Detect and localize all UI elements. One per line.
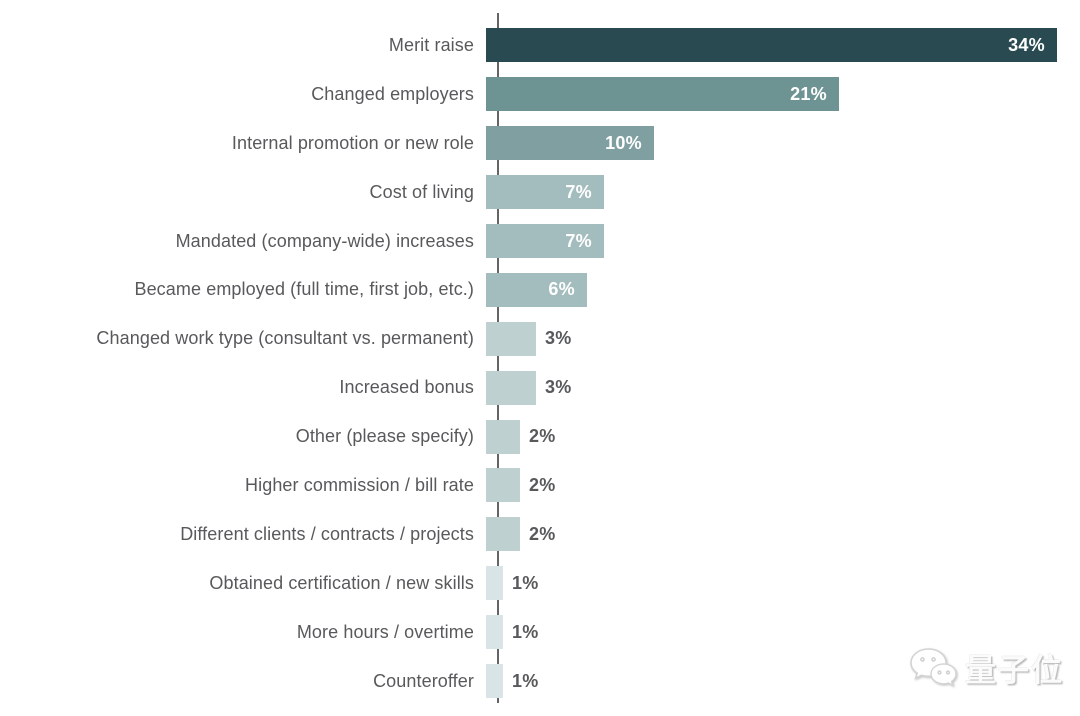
bar-area: 3% [486, 370, 1080, 405]
chart-row: Mandated (company-wide) increases 7% [0, 217, 1080, 266]
bar-area: 1% [486, 664, 1080, 699]
bar-area: 7% [486, 224, 1080, 258]
bar-value-inside: 21% [790, 83, 827, 104]
chart-rows: Merit raise 34% Changed employers 21% In… [0, 21, 1080, 705]
bar-value-outside: 2% [529, 426, 556, 447]
bar-value-inside: 34% [1008, 34, 1045, 55]
bar [486, 321, 536, 356]
category-label: Changed work type (consultant vs. perman… [96, 328, 474, 349]
bar-area: 10% [486, 126, 1080, 161]
bar-area: 21% [486, 77, 1080, 112]
bar-area: 1% [486, 615, 1080, 650]
chart-row: Merit raise 34% [0, 21, 1080, 70]
bar [486, 615, 503, 650]
bar-value-outside: 2% [529, 474, 556, 495]
category-label: Counteroffer [373, 670, 474, 691]
category-label: Mandated (company-wide) increases [175, 230, 474, 251]
bar: 7% [486, 224, 604, 258]
bar: 6% [486, 272, 587, 307]
chart-row: Counteroffer 1% [0, 657, 1080, 706]
category-label: Increased bonus [339, 377, 474, 398]
bar-area: 34% [486, 28, 1080, 63]
bar-area: 2% [486, 468, 1080, 503]
bar: 34% [486, 28, 1057, 63]
bar: 21% [486, 77, 839, 112]
bar-value-outside: 3% [545, 328, 572, 349]
category-label: Changed employers [311, 83, 474, 104]
category-label: Obtained certification / new skills [209, 572, 474, 593]
category-label: Other (please specify) [295, 426, 474, 447]
category-label: Different clients / contracts / projects [180, 523, 474, 544]
bar-area: 2% [486, 419, 1080, 454]
bar-value-outside: 1% [512, 621, 539, 642]
chart-row: Internal promotion or new role 10% [0, 119, 1080, 168]
chart-row: Different clients / contracts / projects… [0, 510, 1080, 559]
chart-row: Increased bonus 3% [0, 363, 1080, 412]
chart-row: Obtained certification / new skills 1% [0, 559, 1080, 608]
bar-area: 3% [486, 321, 1080, 356]
bar-value-inside: 7% [565, 181, 592, 202]
bar [486, 419, 520, 454]
chart-row: Other (please specify) 2% [0, 412, 1080, 461]
category-label: Higher commission / bill rate [245, 474, 474, 495]
bar [486, 664, 503, 699]
chart-row: Changed work type (consultant vs. perman… [0, 314, 1080, 363]
bar: 7% [486, 175, 604, 210]
category-label: Became employed (full time, first job, e… [134, 279, 474, 300]
bar-value-outside: 1% [512, 670, 539, 691]
category-label: More hours / overtime [296, 621, 474, 642]
bar-value-outside: 2% [529, 523, 556, 544]
category-label: Merit raise [388, 34, 474, 55]
bar [486, 468, 520, 503]
category-label: Cost of living [369, 181, 474, 202]
bar-area: 6% [486, 272, 1080, 307]
bar [486, 517, 520, 552]
chart-area: Merit raise 34% Changed employers 21% In… [0, 21, 1080, 705]
bar-value-inside: 7% [565, 230, 592, 251]
bar-area: 7% [486, 175, 1080, 210]
bar-value-inside: 10% [605, 132, 642, 153]
chart-row: More hours / overtime 1% [0, 608, 1080, 657]
bar-value-outside: 3% [545, 377, 572, 398]
bar [486, 566, 503, 601]
bar-area: 2% [486, 517, 1080, 552]
bar-value-outside: 1% [512, 572, 539, 593]
bar [486, 370, 536, 405]
chart-row: Higher commission / bill rate 2% [0, 461, 1080, 510]
chart-row: Changed employers 21% [0, 70, 1080, 119]
chart-row: Cost of living 7% [0, 168, 1080, 217]
bar-value-inside: 6% [548, 279, 575, 300]
bar-area: 1% [486, 566, 1080, 601]
bar: 10% [486, 126, 654, 161]
category-label: Internal promotion or new role [231, 132, 474, 153]
y-axis-line [497, 13, 499, 703]
chart-row: Became employed (full time, first job, e… [0, 265, 1080, 314]
